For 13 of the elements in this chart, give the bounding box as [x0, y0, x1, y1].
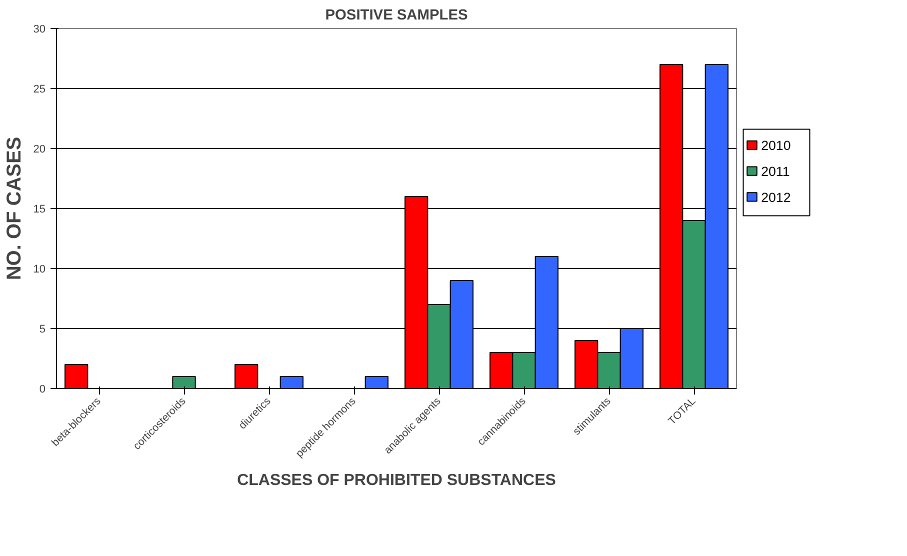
- x-axis-title: CLASSES OF PROHIBITED SUBSTANCES: [237, 472, 556, 490]
- chart-title: POSITIVE SAMPLES: [325, 8, 468, 24]
- legend-label: 2012: [761, 190, 791, 205]
- y-tick-label: 25: [33, 84, 46, 96]
- y-axis-title: NO. OF CASES: [3, 136, 26, 280]
- y-tick-label: 0: [39, 384, 46, 396]
- y-tick-label: 15: [33, 204, 46, 216]
- y-tick-label: 5: [39, 324, 46, 336]
- y-tick-label: 20: [33, 144, 46, 156]
- y-tick-label: 10: [33, 264, 46, 276]
- legend-label: 2011: [761, 164, 790, 180]
- legend-label: 2010: [761, 138, 791, 154]
- y-tick-label: 30: [33, 24, 46, 36]
